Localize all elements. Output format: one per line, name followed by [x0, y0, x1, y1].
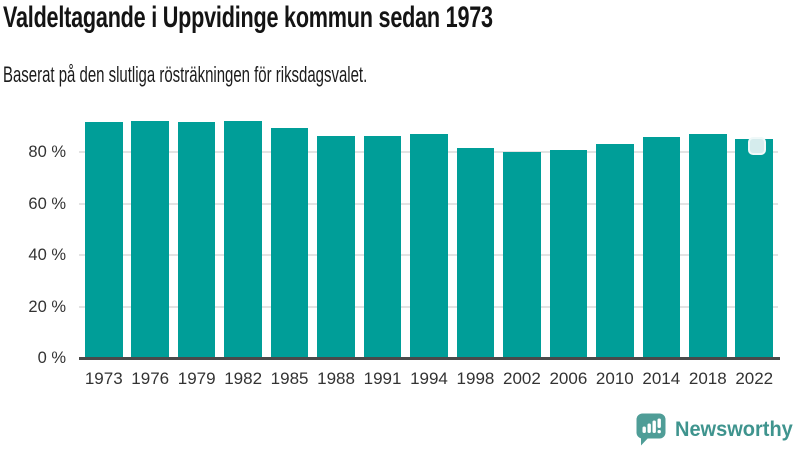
- x-axis-tick-label-1982: 1982: [224, 369, 263, 388]
- brand-name: Newsworthy: [675, 416, 793, 441]
- x-axis-tick-label-2002: 2002: [503, 369, 541, 388]
- x-axis-tick-label-2022: 2022: [735, 369, 774, 388]
- x-axis-tick-label-1979: 1979: [177, 369, 216, 388]
- chart-title-text: Valdeltagande i Uppvidinge kommun sedan …: [3, 1, 493, 34]
- chart-title: Valdeltagande i Uppvidinge kommun sedan …: [3, 1, 493, 35]
- x-axis-tick-label-1976: 1976: [131, 369, 170, 388]
- x-axis-tick-label-1973: 1973: [84, 369, 123, 388]
- bar-2002[interactable]: [503, 152, 541, 358]
- y-axis-tick-label-0: 0 %: [37, 349, 66, 367]
- chart-subtitle-text: Baserat på den slutliga rösträkningen fö…: [3, 62, 368, 87]
- bar-1991[interactable]: [363, 136, 402, 358]
- y-axis-tick-label-80: 80 %: [28, 143, 66, 161]
- latest-bar-highlight-cap: [748, 137, 767, 156]
- bar-2022[interactable]: [735, 137, 773, 358]
- bar-chart-plot-area: 0 % 20 % 40 % 60 % 80 % 1973 1976 1979 1982 1985 1…: [28, 120, 780, 388]
- x-axis-tick-label-1998: 1998: [456, 369, 495, 388]
- y-axis-tick-label-60: 60 %: [28, 194, 66, 213]
- x-axis-tick-label-2006: 2006: [549, 369, 588, 388]
- bar-1976[interactable]: [131, 120, 169, 358]
- bar-1988[interactable]: [317, 136, 355, 358]
- newsworthy-logo-icon: [636, 413, 666, 445]
- bar-2010[interactable]: [596, 143, 634, 358]
- bar-1979[interactable]: [177, 122, 216, 358]
- x-axis-tick-label-1988: 1988: [317, 369, 355, 388]
- bar-2018[interactable]: [689, 133, 727, 358]
- bar-1994[interactable]: [410, 134, 448, 358]
- x-axis-tick-label-1991: 1991: [363, 369, 402, 388]
- brand-footer: Newsworthy: [636, 412, 800, 446]
- bar-2006[interactable]: [549, 150, 588, 358]
- bar-1998[interactable]: [456, 147, 495, 358]
- bar-1982[interactable]: [224, 121, 262, 358]
- bar-1973[interactable]: [85, 122, 123, 358]
- x-axis-tick-label-2010: 2010: [595, 369, 634, 388]
- x-axis-tick-label-2018: 2018: [688, 369, 727, 388]
- x-axis-line: [79, 356, 780, 360]
- bar-2014[interactable]: [642, 137, 681, 358]
- chart-subtitle: Baserat på den slutliga rösträkningen fö…: [3, 62, 367, 88]
- x-axis-tick-label-2014: 2014: [642, 369, 681, 388]
- y-axis-tick-label-40: 40 %: [28, 246, 66, 264]
- x-axis-tick-label-1985: 1985: [270, 369, 309, 388]
- bar-1985[interactable]: [270, 127, 309, 358]
- x-axis-tick-label-1994: 1994: [410, 369, 448, 388]
- y-axis-tick-label-20: 20 %: [28, 297, 66, 316]
